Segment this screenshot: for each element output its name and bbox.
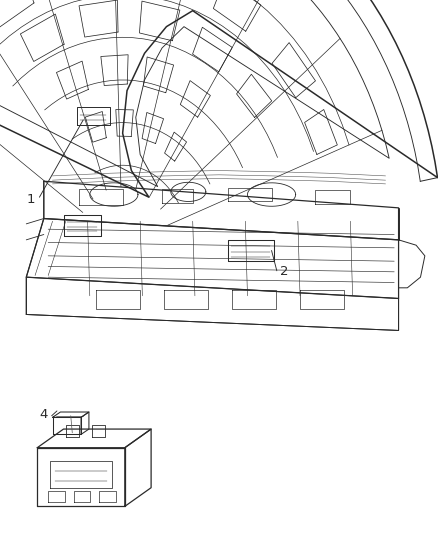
Text: 1: 1	[26, 193, 35, 206]
Text: 4: 4	[39, 408, 48, 421]
Text: 2: 2	[280, 265, 289, 278]
